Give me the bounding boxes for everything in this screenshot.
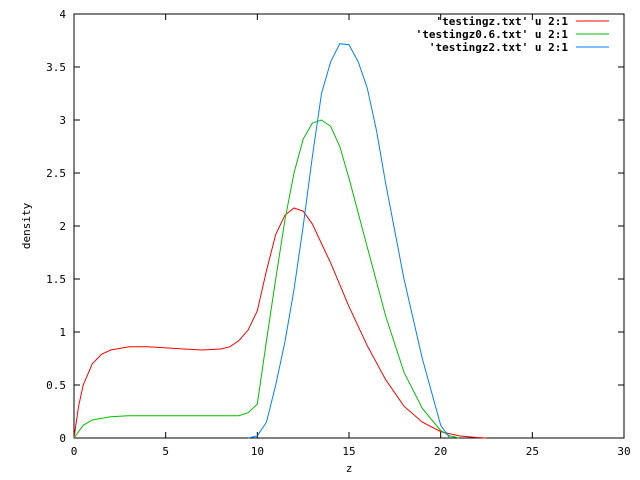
y-tick-label: 0.5 <box>46 379 66 392</box>
series-line-1 <box>73 207 487 439</box>
x-tick-label: 30 <box>617 445 630 458</box>
x-tick-label: 15 <box>342 445 355 458</box>
series-line-2 <box>73 119 460 439</box>
y-tick-label: 1 <box>59 326 66 339</box>
x-axis-label: z <box>346 462 353 475</box>
x-tick-label: 25 <box>526 445 539 458</box>
y-tick-label: 4 <box>59 8 66 21</box>
y-tick-label: 2.5 <box>46 167 66 180</box>
x-tick-label: 0 <box>71 445 78 458</box>
y-tick-label: 1.5 <box>46 273 66 286</box>
y-tick-label: 3.5 <box>46 61 66 74</box>
y-axis-label: density <box>20 202 33 249</box>
series-line-3 <box>248 43 451 439</box>
y-tick-label: 3 <box>59 114 66 127</box>
legend-label-3: 'testingz2.txt' u 2:1 <box>429 41 568 54</box>
legend-label-2: 'testingz0.6.txt' u 2:1 <box>416 28 569 41</box>
y-tick-label: 2 <box>59 220 66 233</box>
x-tick-label: 10 <box>251 445 264 458</box>
x-tick-label: 20 <box>434 445 447 458</box>
legend-label-1: 'testingz.txt' u 2:1 <box>436 15 569 28</box>
y-tick-label: 0 <box>59 432 66 445</box>
plot-frame <box>73 13 625 439</box>
x-tick-label: 5 <box>162 445 169 458</box>
